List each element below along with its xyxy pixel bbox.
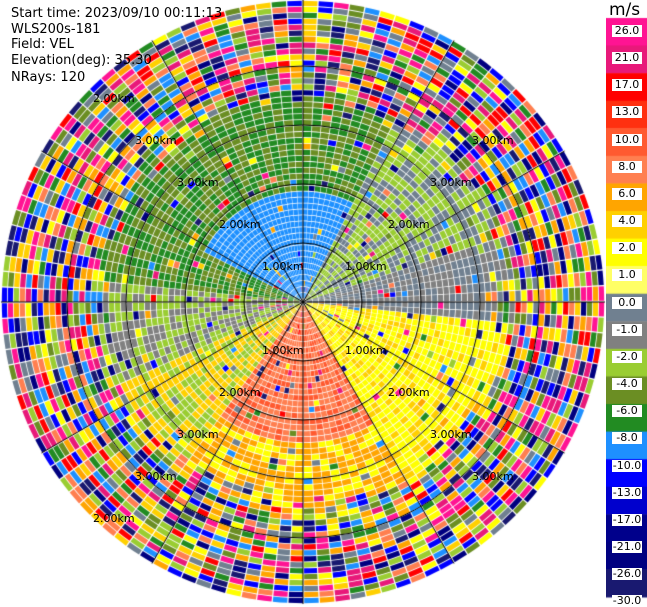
colorbar-tick-label: 0.0 <box>612 296 642 309</box>
range-label: 2.00km <box>219 218 261 231</box>
colorbar-tick-label: 6.0 <box>612 187 642 200</box>
range-label: 1.00km <box>262 260 304 273</box>
start-time-label: Start time: 2023/09/10 00:11:13 <box>11 6 223 21</box>
colorbar-tick-label: -4.0 <box>612 378 642 391</box>
colorbar-tick-label: -8.0 <box>612 432 642 445</box>
range-label: 3.00km <box>135 470 177 483</box>
range-label: 2.00km <box>93 92 135 105</box>
colorbar-tick-label: -2.0 <box>612 350 642 363</box>
colorbar-tick-label: -1.0 <box>612 323 642 336</box>
radar-ppi-plot <box>0 0 606 607</box>
range-label: 2.00km <box>388 218 430 231</box>
range-label: 1.00km <box>345 344 387 357</box>
colorbar-tick-label: -10.0 <box>612 458 642 472</box>
range-label: 3.00km <box>430 428 472 441</box>
range-label: 3.00km <box>430 176 472 189</box>
range-label: 2.00km <box>93 512 135 525</box>
colorbar-tick-label: 1.0 <box>612 269 642 282</box>
elevation-label: Elevation(deg): 35.30 <box>11 53 152 68</box>
colorbar-tick-label: 13.0 <box>612 106 642 119</box>
colorbar-tick-label: 10.0 <box>612 133 642 146</box>
colorbar-tick-label: 2.0 <box>612 242 642 255</box>
range-label: 2.00km <box>219 386 261 399</box>
colorbar-tick-label: 4.0 <box>612 215 642 228</box>
range-label: 3.00km <box>135 134 177 147</box>
colorbar-unit-label: m/s <box>609 0 641 20</box>
colorbar-tick-label: -13.0 <box>612 485 642 499</box>
colorbar-tick-label: -6.0 <box>612 405 642 418</box>
colorbar-tick-label: -26.0 <box>612 567 642 581</box>
colorbar-tick-label: 17.0 <box>612 79 642 92</box>
range-label: 3.00km <box>472 134 514 147</box>
colorbar-tick-label: -30.0 <box>612 594 642 607</box>
range-label: 3.00km <box>177 176 219 189</box>
range-label: 3.00km <box>177 428 219 441</box>
colorbar-tick-label: 21.0 <box>612 52 642 65</box>
range-label: 3.00km <box>472 470 514 483</box>
range-label: 1.00km <box>345 260 387 273</box>
colorbar-tick-label: 8.0 <box>612 160 642 173</box>
nrays-label: NRays: 120 <box>11 70 86 85</box>
colorbar-tick-label: 26.0 <box>612 25 642 37</box>
instrument-label: WLS200s-181 <box>11 22 101 37</box>
range-label: 2.00km <box>388 386 430 399</box>
range-label: 1.00km <box>262 344 304 357</box>
field-label: Field: VEL <box>11 37 74 52</box>
colorbar-tick-label: -21.0 <box>612 539 642 553</box>
colorbar-tick-label: -17.0 <box>612 512 642 526</box>
